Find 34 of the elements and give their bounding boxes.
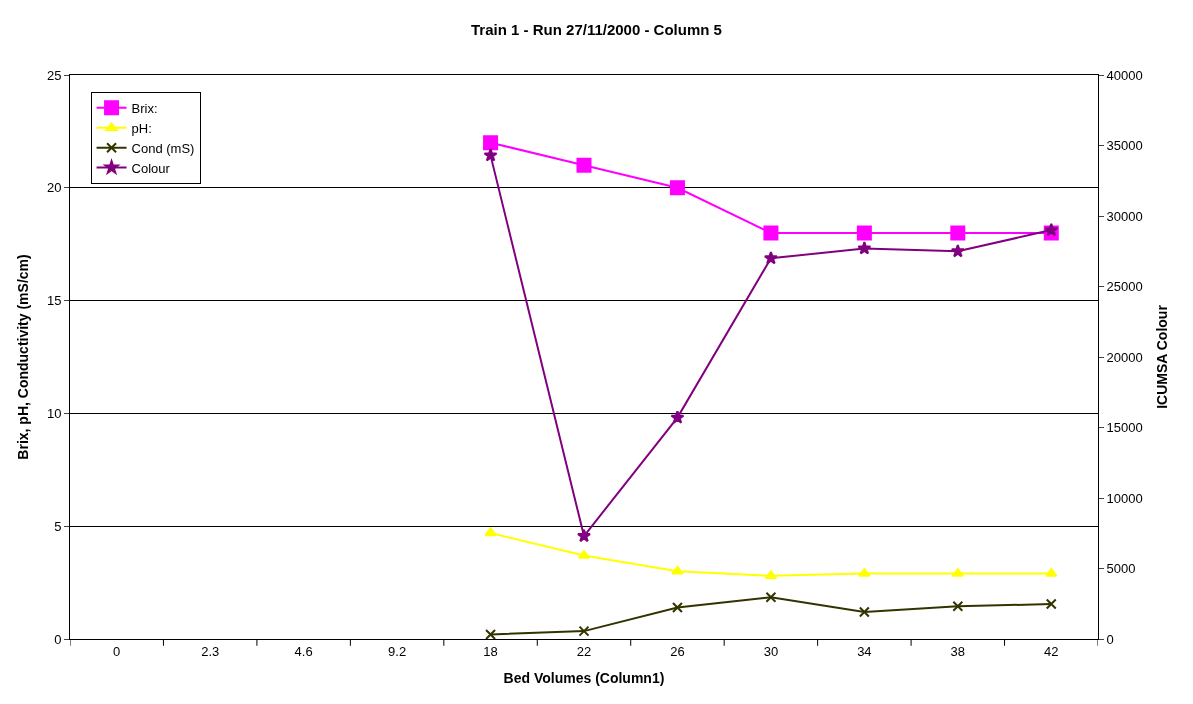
x-tick-label: 22 <box>576 643 592 659</box>
y2-tick-label: 35000 <box>1106 138 1143 154</box>
x-axis-title: Bed Volumes (Column1) <box>503 669 665 686</box>
y2-tick-label: 20000 <box>1106 349 1143 365</box>
y-tick-label: 5 <box>54 518 62 534</box>
y-tick-label: 15 <box>46 293 62 309</box>
x-tick-label: 42 <box>1044 643 1059 659</box>
legend-label: Brix: <box>131 100 158 116</box>
x-tick-label: 30 <box>763 643 779 659</box>
y2-tick-label: 0 <box>1106 631 1114 647</box>
x-tick-label: 4.6 <box>294 643 313 659</box>
legend-label: Colour <box>131 160 171 176</box>
x-tick-label: 34 <box>857 643 872 659</box>
legend-label: pH: <box>131 120 152 136</box>
x-tick-label: 2.3 <box>201 643 220 659</box>
x-tick-label: 9.2 <box>388 643 407 659</box>
legend-label: Cond (mS) <box>131 140 195 156</box>
y2-tick-label: 30000 <box>1106 208 1143 224</box>
y2-tick-label: 5000 <box>1106 561 1136 577</box>
x-tick-label: 0 <box>113 643 121 659</box>
y-tick-label: 10 <box>46 405 62 421</box>
x-tick-label: 18 <box>483 643 498 659</box>
y2-tick-label: 15000 <box>1106 420 1143 436</box>
chart-title: Train 1 - Run 27/11/2000 - Column 5 <box>471 21 722 39</box>
y-tick-label: 0 <box>54 631 62 647</box>
y-axis-title: Brix, pH, Conductivity (mS/cm) <box>14 254 31 460</box>
y2-tick-label: 10000 <box>1106 490 1143 506</box>
y2-tick-label: 25000 <box>1106 279 1143 295</box>
x-tick-label: 26 <box>670 643 685 659</box>
y-tick-label: 25 <box>46 67 62 83</box>
y-tick-label: 20 <box>46 180 62 196</box>
y2-tick-label: 40000 <box>1106 67 1143 83</box>
y2-axis-title: ICUMSA Colour <box>1154 304 1171 409</box>
x-tick-label: 38 <box>950 643 966 659</box>
